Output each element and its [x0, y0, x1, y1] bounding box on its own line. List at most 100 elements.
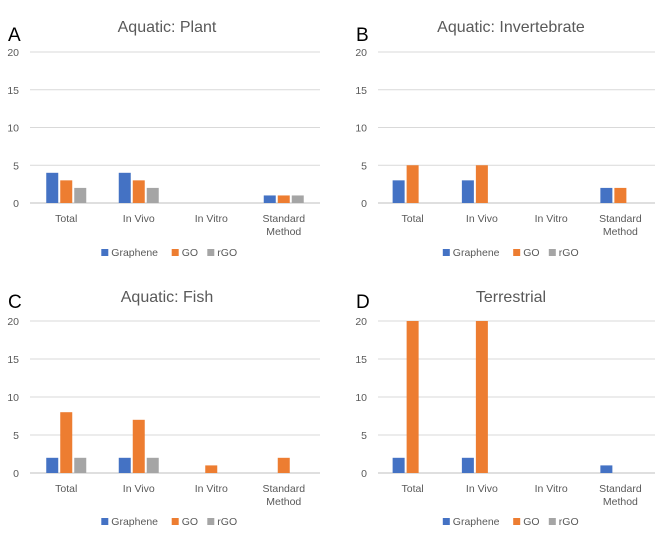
bar-go-in-vivo [475, 165, 488, 203]
chart-title: Aquatic: Invertebrate [437, 19, 585, 36]
bar-graphene-in-vivo [118, 172, 131, 203]
category-label: In Vitro [535, 483, 568, 495]
legend-label-go: GO [523, 516, 539, 528]
category-label: In Vitro [195, 213, 228, 225]
y-tick-label: 15 [7, 354, 19, 366]
category-label: In Vivo [466, 213, 498, 225]
y-tick-label: 0 [361, 468, 367, 480]
bar-rgo-total [74, 187, 87, 203]
bar-go-in-vivo [475, 321, 488, 473]
bar-graphene-total [46, 172, 59, 203]
y-tick-label: 20 [355, 47, 367, 59]
category-label: In Vitro [535, 213, 568, 225]
bar-rgo-in-vivo [146, 457, 159, 473]
y-tick-label: 5 [361, 430, 367, 442]
category-label: In Vivo [123, 483, 155, 495]
bar-graphene-total [392, 457, 405, 473]
y-tick-label: 20 [355, 316, 367, 328]
category-label: Total [55, 483, 77, 495]
legend-swatch-go [171, 249, 179, 256]
y-tick-label: 15 [355, 85, 367, 97]
legend: Graphene GO rGO [101, 247, 237, 259]
y-tick-label: 5 [361, 160, 367, 172]
legend-swatch-rgo [548, 518, 556, 525]
bar-go-standard-method [614, 187, 627, 203]
y-tick-label: 20 [7, 47, 19, 59]
bar-go-total [406, 165, 419, 203]
legend-swatch-rgo [207, 518, 215, 525]
legend-swatch-go [513, 249, 521, 256]
category-label: Total [402, 213, 424, 225]
bar-rgo-standard-method [291, 195, 304, 203]
chart-title: Terrestrial [476, 289, 546, 306]
bar-graphene-in-vivo [461, 180, 474, 203]
y-tick-label: 10 [7, 392, 19, 404]
legend-swatch-graphene [442, 249, 450, 256]
bar-graphene-total [46, 457, 59, 473]
bar-go-total [60, 412, 73, 473]
panel-letter: B [356, 25, 369, 46]
legend-swatch-rgo [548, 249, 556, 256]
legend: Graphene GO rGO [442, 247, 579, 259]
y-tick-label: 0 [13, 468, 19, 480]
bar-go-standard-method [277, 457, 290, 473]
bar-graphene-standard-method [600, 187, 613, 203]
bar-graphene-total [392, 180, 405, 203]
panel-letter: A [8, 25, 21, 46]
y-tick-label: 20 [7, 316, 19, 328]
y-tick-label: 15 [7, 85, 19, 97]
legend-swatch-go [171, 518, 179, 525]
category-label: Total [402, 483, 424, 495]
category-label: In Vitro [195, 483, 228, 495]
legend-label-graphene: Graphene [111, 247, 158, 259]
chart-title: Aquatic: Plant [118, 19, 217, 36]
legend-swatch-rgo [207, 249, 215, 256]
legend: Graphene GO rGO [101, 516, 237, 528]
legend-label-graphene: Graphene [453, 247, 500, 259]
chart-panel-c: C Aquatic: Fish 0 5 10 15 20 Total In Vivo In Vit… [7, 289, 320, 528]
bar-graphene-in-vivo [118, 457, 131, 473]
y-tick-label: 0 [13, 198, 19, 210]
bar-graphene-standard-method [263, 195, 276, 203]
legend-swatch-go [513, 518, 521, 525]
bar-graphene-in-vivo [461, 457, 474, 473]
y-tick-label: 0 [361, 198, 367, 210]
legend-label-rgo: rGO [217, 516, 237, 528]
legend: Graphene GO rGO [442, 516, 579, 528]
panel-letter: C [8, 292, 22, 313]
category-label: Standard Method [262, 213, 305, 238]
y-tick-label: 5 [13, 160, 19, 172]
category-label: Total [55, 213, 77, 225]
bar-go-standard-method [277, 195, 290, 203]
legend-label-graphene: Graphene [111, 516, 158, 528]
category-label: Standard Method [599, 483, 642, 508]
legend-label-go: GO [182, 247, 198, 259]
legend-label-go: GO [523, 247, 539, 259]
bar-graphene-standard-method [600, 465, 613, 473]
category-label: Standard Method [262, 483, 305, 508]
legend-label-go: GO [182, 516, 198, 528]
category-label: In Vivo [123, 213, 155, 225]
bar-go-in-vivo [132, 419, 145, 473]
bar-rgo-in-vivo [146, 187, 159, 203]
legend-label-rgo: rGO [217, 247, 237, 259]
chart-panel-d: D Terrestrial 0 5 10 15 20 Total In Vivo In Vitro… [355, 289, 655, 528]
legend-label-graphene: Graphene [453, 516, 500, 528]
chart-title: Aquatic: Fish [121, 289, 213, 306]
chart-panel-a: A Aquatic: Plant 0 5 10 15 20 Total In Vivo In Vi… [7, 19, 320, 259]
bar-go-total [60, 180, 73, 203]
legend-swatch-graphene [101, 249, 109, 256]
y-tick-label: 10 [7, 123, 19, 135]
bar-go-in-vivo [132, 180, 145, 203]
bar-go-in-vitro [205, 465, 218, 473]
legend-label-rgo: rGO [559, 247, 579, 259]
legend-label-rgo: rGO [559, 516, 579, 528]
y-tick-label: 15 [355, 354, 367, 366]
y-tick-label: 5 [13, 430, 19, 442]
bar-go-total [406, 321, 419, 473]
legend-swatch-graphene [442, 518, 450, 525]
panel-letter: D [356, 292, 370, 313]
y-tick-label: 10 [355, 123, 367, 135]
y-tick-label: 10 [355, 392, 367, 404]
